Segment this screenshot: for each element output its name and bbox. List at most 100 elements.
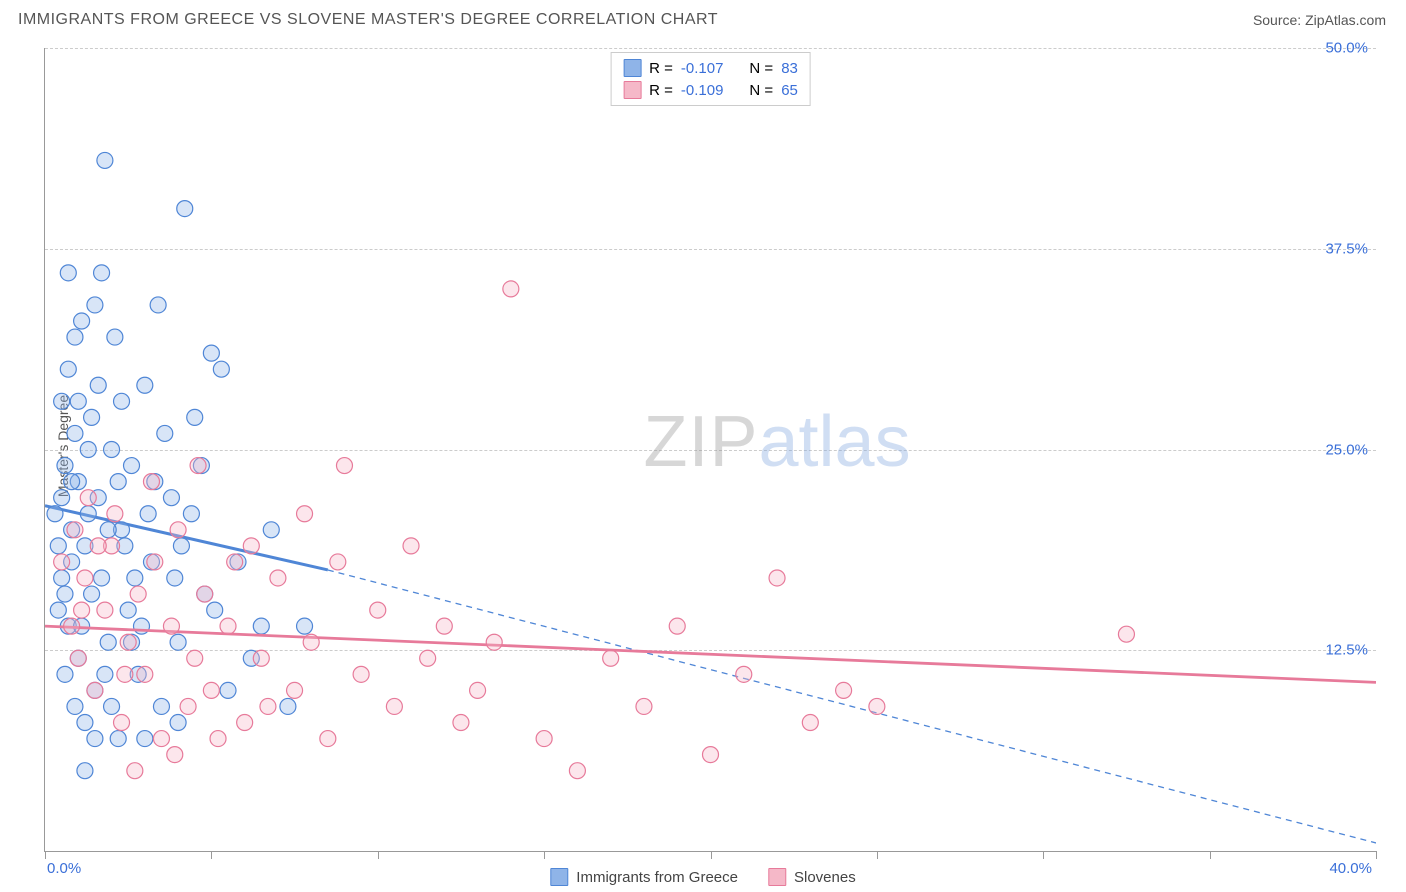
point-slovenes	[370, 602, 386, 618]
chart-header: IMMIGRANTS FROM GREECE VS SLOVENE MASTER…	[0, 0, 1406, 40]
point-greece	[207, 602, 223, 618]
point-greece	[167, 570, 183, 586]
point-greece	[280, 698, 296, 714]
point-slovenes	[436, 618, 452, 634]
r-value-slovenes: -0.109	[681, 82, 724, 99]
n-value-slovenes: 65	[781, 82, 798, 99]
point-greece	[120, 602, 136, 618]
source-attribution: Source: ZipAtlas.com	[1253, 12, 1386, 28]
point-greece	[67, 698, 83, 714]
legend-row-slovenes: R = -0.109 N = 65	[623, 79, 798, 101]
point-slovenes	[130, 586, 146, 602]
point-greece	[203, 345, 219, 361]
x-tick	[1376, 851, 1377, 859]
chart-plot-area: ZIPatlas R = -0.107 N = 83 R = -0.109 N …	[44, 48, 1376, 852]
point-greece	[54, 570, 70, 586]
point-greece	[163, 490, 179, 506]
point-slovenes	[270, 570, 286, 586]
point-slovenes	[569, 763, 585, 779]
x-tick	[1210, 851, 1211, 859]
point-greece	[213, 361, 229, 377]
point-slovenes	[167, 747, 183, 763]
point-greece	[140, 506, 156, 522]
point-greece	[297, 618, 313, 634]
point-greece	[64, 474, 80, 490]
point-slovenes	[137, 666, 153, 682]
point-greece	[60, 361, 76, 377]
point-slovenes	[336, 458, 352, 474]
point-slovenes	[114, 715, 130, 731]
point-greece	[77, 763, 93, 779]
point-slovenes	[386, 698, 402, 714]
point-slovenes	[187, 650, 203, 666]
point-greece	[110, 474, 126, 490]
point-slovenes	[603, 650, 619, 666]
point-slovenes	[836, 682, 852, 698]
point-greece	[84, 586, 100, 602]
point-slovenes	[503, 281, 519, 297]
x-tick-label-end: 40.0%	[1329, 860, 1372, 877]
point-greece	[50, 538, 66, 554]
point-greece	[173, 538, 189, 554]
point-slovenes	[54, 554, 70, 570]
chart-title: IMMIGRANTS FROM GREECE VS SLOVENE MASTER…	[18, 11, 718, 29]
point-slovenes	[736, 666, 752, 682]
point-slovenes	[87, 682, 103, 698]
point-greece	[84, 409, 100, 425]
point-slovenes	[420, 650, 436, 666]
point-greece	[94, 265, 110, 281]
point-slovenes	[353, 666, 369, 682]
point-greece	[87, 297, 103, 313]
point-greece	[220, 682, 236, 698]
legend-item-greece: Immigrants from Greece	[550, 868, 738, 886]
point-greece	[77, 715, 93, 731]
swatch-slovenes-bottom	[768, 868, 786, 886]
x-tick	[378, 851, 379, 859]
point-greece	[137, 731, 153, 747]
point-slovenes	[297, 506, 313, 522]
point-greece	[253, 618, 269, 634]
point-slovenes	[243, 538, 259, 554]
point-greece	[70, 393, 86, 409]
legend-label-greece: Immigrants from Greece	[576, 869, 738, 886]
swatch-greece-bottom	[550, 868, 568, 886]
point-greece	[127, 570, 143, 586]
series-legend: Immigrants from Greece Slovenes	[550, 868, 855, 886]
legend-row-greece: R = -0.107 N = 83	[623, 57, 798, 79]
point-greece	[177, 201, 193, 217]
x-tick	[877, 851, 878, 859]
r-value-greece: -0.107	[681, 60, 724, 77]
point-greece	[54, 490, 70, 506]
point-slovenes	[97, 602, 113, 618]
point-greece	[87, 731, 103, 747]
point-slovenes	[470, 682, 486, 698]
point-greece	[137, 377, 153, 393]
point-greece	[57, 666, 73, 682]
r-label: R =	[649, 60, 673, 77]
point-greece	[67, 425, 83, 441]
point-greece	[80, 442, 96, 458]
correlation-legend: R = -0.107 N = 83 R = -0.109 N = 65	[610, 52, 811, 106]
x-tick	[211, 851, 212, 859]
swatch-slovenes	[623, 81, 641, 99]
point-greece	[170, 715, 186, 731]
point-slovenes	[253, 650, 269, 666]
point-greece	[150, 297, 166, 313]
x-tick	[45, 851, 46, 859]
point-greece	[57, 586, 73, 602]
point-slovenes	[143, 474, 159, 490]
point-slovenes	[403, 538, 419, 554]
n-label: N =	[749, 60, 773, 77]
point-slovenes	[220, 618, 236, 634]
point-greece	[97, 666, 113, 682]
point-slovenes	[147, 554, 163, 570]
source-name: ZipAtlas.com	[1305, 12, 1386, 28]
point-greece	[114, 393, 130, 409]
point-greece	[187, 409, 203, 425]
point-slovenes	[74, 602, 90, 618]
point-greece	[124, 458, 140, 474]
point-slovenes	[320, 731, 336, 747]
point-slovenes	[127, 763, 143, 779]
trendline-greece-extrapolated	[328, 570, 1376, 843]
point-greece	[100, 522, 116, 538]
